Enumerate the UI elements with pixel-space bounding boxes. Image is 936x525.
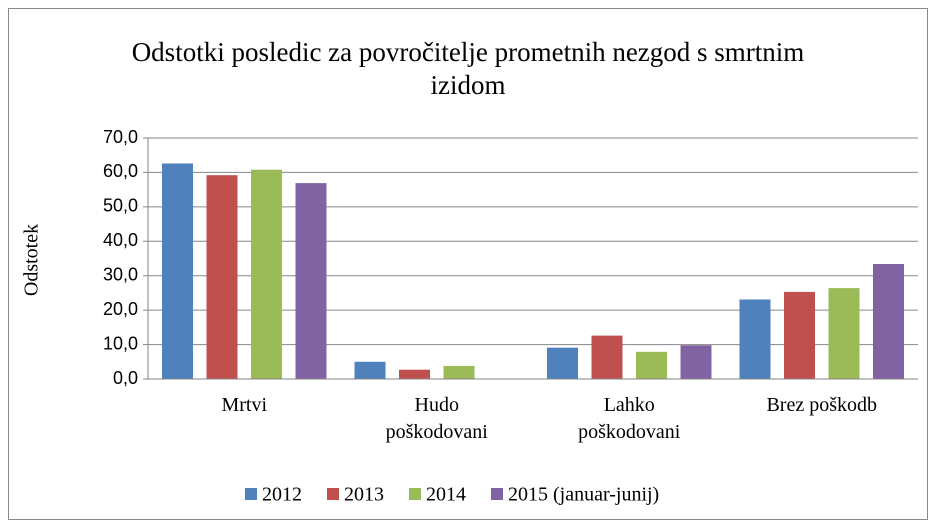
chart-title: Odstotki posledic za povročitelje promet… [131, 37, 805, 100]
y-tick-label: 60,0 [103, 161, 138, 181]
bar [591, 335, 623, 379]
legend-swatch [409, 488, 421, 500]
x-tick-label: Hudo poškodovani [385, 394, 488, 443]
legend-swatch [327, 488, 339, 500]
bar [354, 361, 386, 379]
legend-swatch [491, 488, 503, 500]
bar [784, 291, 815, 379]
y-tick-label: 30,0 [103, 264, 138, 284]
bar [443, 365, 475, 379]
bar [547, 347, 578, 379]
bar [828, 288, 860, 379]
chart-border [8, 8, 928, 520]
bar [636, 351, 667, 379]
legend-label: 2013 [344, 484, 384, 506]
legend-swatch [245, 488, 257, 500]
bar [295, 183, 327, 379]
y-tick-label: 10,0 [103, 333, 138, 353]
bar [739, 299, 771, 379]
bar [206, 175, 238, 379]
y-axis-label: Odstotek [21, 224, 43, 296]
y-tick-label: 50,0 [103, 196, 138, 216]
y-tick-label: 20,0 [103, 299, 138, 319]
bar [251, 169, 282, 379]
legend-label: 2014 [426, 484, 466, 506]
bar [873, 264, 904, 379]
bar [162, 163, 193, 379]
x-tick-label: Mrtvi [221, 394, 268, 416]
x-tick-label: Brez poškodb [766, 394, 878, 416]
legend-label: 2012 [262, 484, 302, 506]
x-tick-label: Lahko poškodovani [578, 394, 681, 443]
y-tick-label: 70,0 [103, 127, 138, 147]
bar [680, 345, 712, 379]
legend-label: 2015 (januar-junij) [508, 484, 659, 506]
y-tick-label: 0,0 [113, 368, 138, 388]
bar [399, 369, 430, 379]
y-tick-label: 40,0 [103, 230, 138, 250]
